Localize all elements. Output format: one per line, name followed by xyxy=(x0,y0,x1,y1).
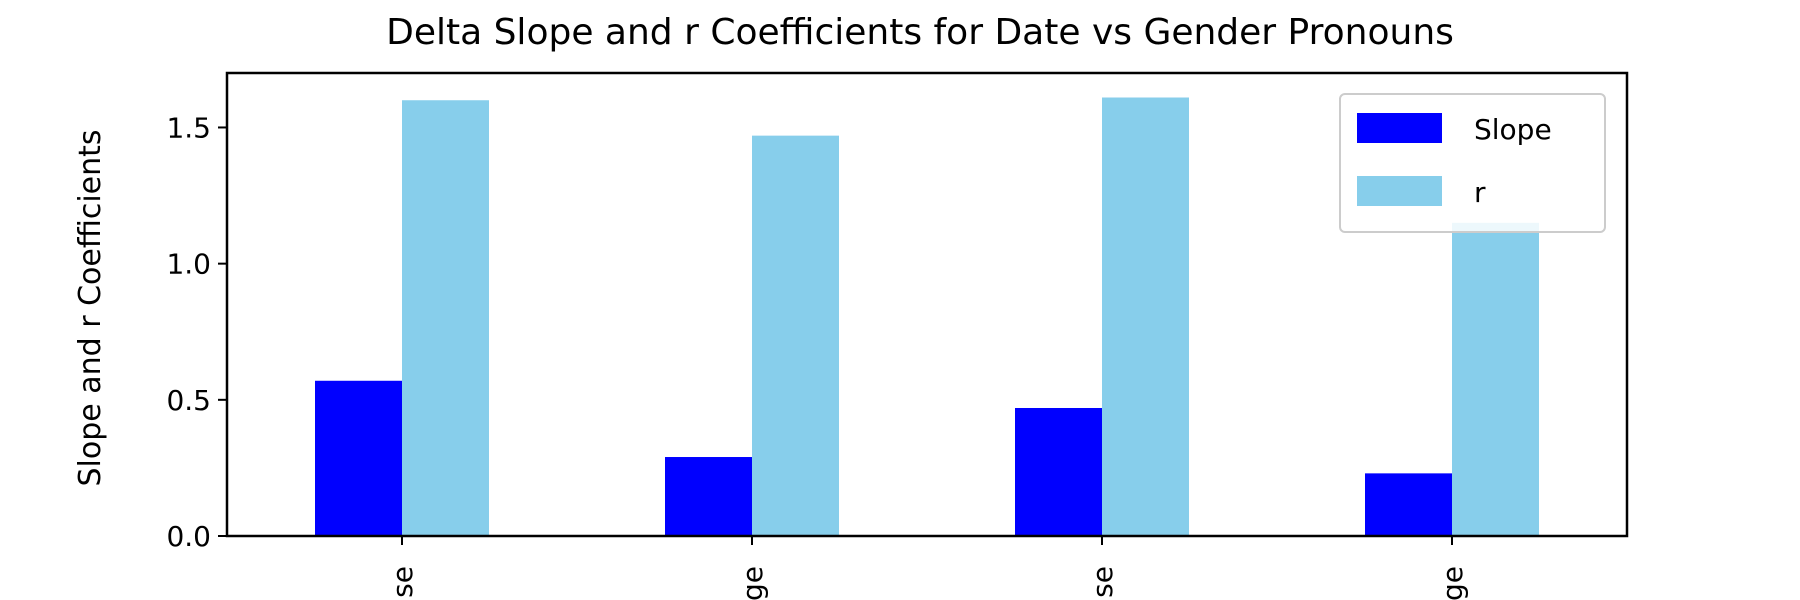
bar-slope-3 xyxy=(1015,407,1102,536)
bar-r-4 xyxy=(1452,222,1539,536)
x-tick-label: se xyxy=(1086,566,1119,598)
y-axis-label: Slope and r Coefficients xyxy=(73,129,108,486)
legend-swatch-r xyxy=(1357,176,1442,206)
y-tick-label: 1.5 xyxy=(166,111,211,144)
bar-slope-2 xyxy=(665,457,752,536)
y-tick-label: 1.0 xyxy=(166,248,211,281)
bars-group xyxy=(315,97,1539,536)
bar-r-1 xyxy=(402,100,489,536)
x-tick-label: ge xyxy=(1436,566,1469,600)
legend-label-r: r xyxy=(1474,176,1486,209)
chart-title: Delta Slope and r Coefficients for Date … xyxy=(386,12,1454,53)
x-tick-label: se xyxy=(386,566,419,598)
bar-slope-1 xyxy=(315,380,402,536)
bar-r-3 xyxy=(1102,97,1189,536)
legend: Slope r xyxy=(1339,93,1606,233)
x-tick-label: ge xyxy=(736,566,769,600)
bar-r-2 xyxy=(752,135,839,536)
legend-swatch-slope xyxy=(1357,113,1442,143)
y-tick-label: 0.5 xyxy=(166,384,211,417)
axes-group: 0.0 0.5 1.0 1.5 se ge se ge xyxy=(166,71,1629,600)
legend-label-slope: Slope xyxy=(1474,113,1552,146)
y-tick-label: 0.0 xyxy=(166,520,211,553)
plot-frame xyxy=(225,71,1629,538)
bar-slope-4 xyxy=(1365,473,1452,536)
